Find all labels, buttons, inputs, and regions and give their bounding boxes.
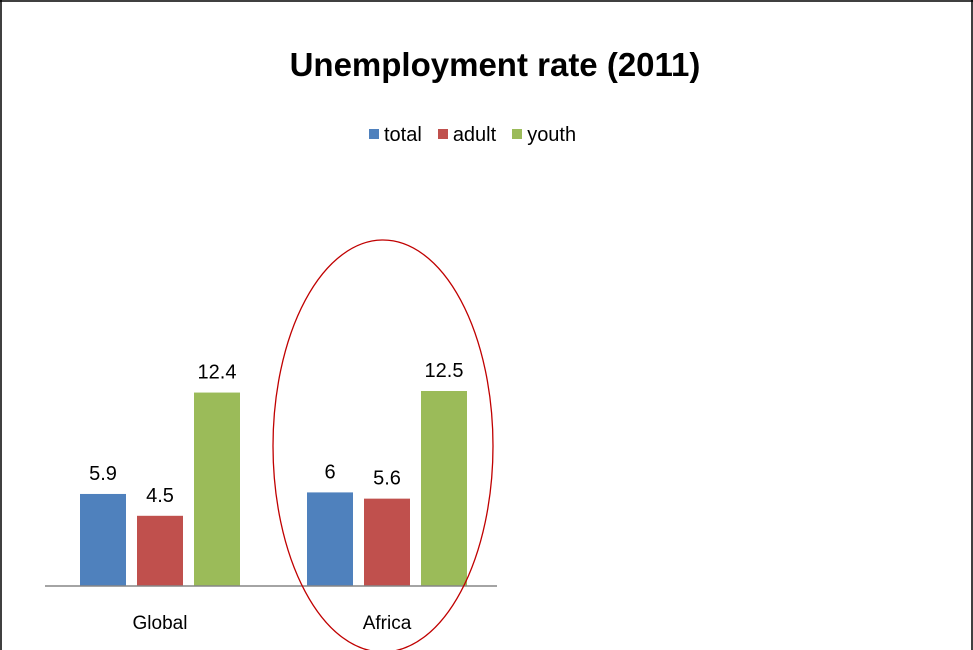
data-label-global-youth: 12.4 [198,362,237,384]
legend-label-youth: youth [527,124,577,146]
chart-legend: total adult youth [369,124,649,150]
bar-africa-total [307,492,353,586]
legend-label-total: total [384,124,422,146]
data-label-africa-youth: 12.5 [425,360,464,382]
data-label-global-total: 5.9 [89,463,117,485]
bar-global-total [80,493,126,586]
bar-global-youth [194,392,240,586]
highlight-ellipse-africa [272,239,494,650]
legend-swatch-total [369,129,379,139]
bar-africa-adult [364,498,410,586]
legend-swatch-adult [437,129,448,139]
legend-item-youth: youth [512,124,576,147]
chart-title: Unemployment rate (2011) [289,46,701,83]
legend-item-adult: adult [437,124,497,147]
legend-item-total: total [369,124,422,147]
category-label-africa: Africa [363,613,412,634]
category-label-global: Global [133,613,188,634]
bar-africa-youth [421,391,467,586]
data-label-global-adult: 4.5 [146,485,174,507]
bar-global-adult [137,515,183,586]
legend-label-adult: adult [452,124,497,146]
data-label-africa-total: 6 [324,461,335,483]
legend-swatch-youth [512,129,523,139]
data-label-africa-adult: 5.6 [373,468,401,490]
